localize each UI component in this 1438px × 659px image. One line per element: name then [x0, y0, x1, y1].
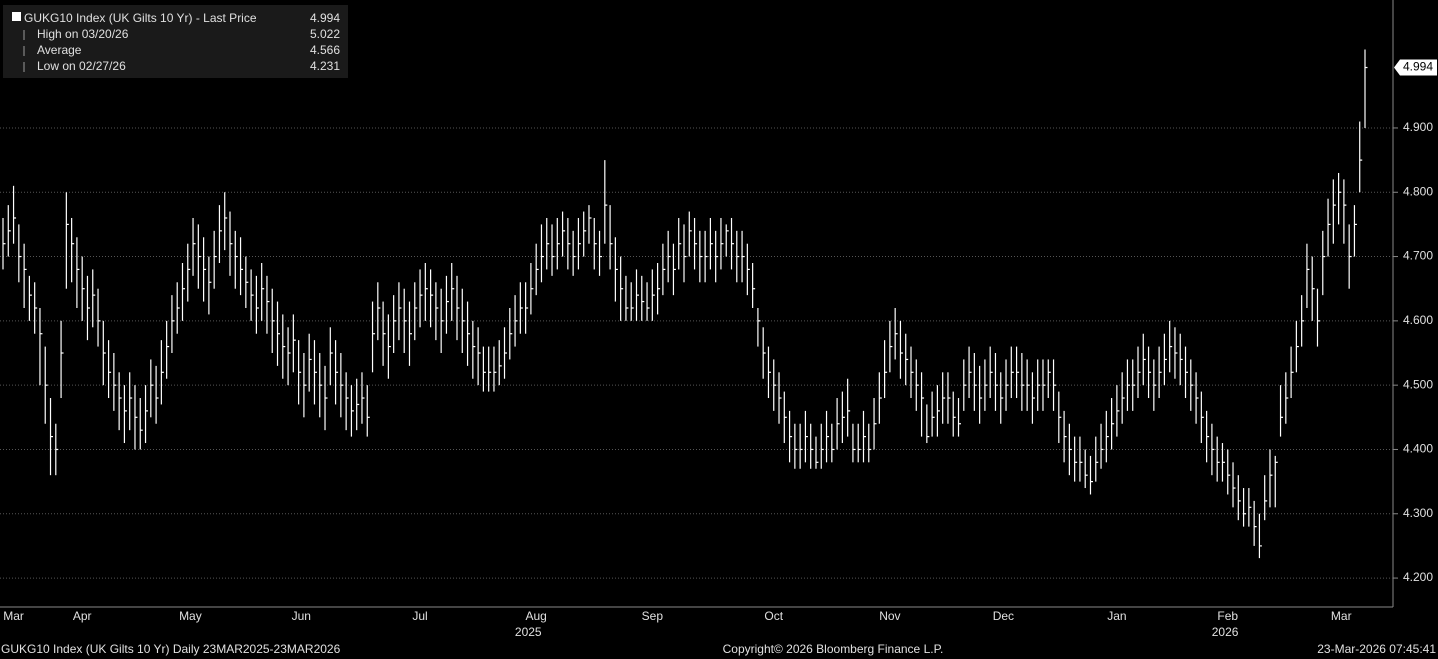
y-tick-label: 4.600 [1403, 313, 1433, 327]
legend-stat-value: 5.022 [310, 27, 340, 41]
legend-stat-label: Low on 02/27/26 [37, 59, 126, 73]
y-tick-label: 4.800 [1403, 184, 1433, 198]
x-tick-label: Feb [1217, 609, 1238, 623]
x-tick-label: Apr [73, 609, 92, 623]
x-tick-label: Mar [1331, 609, 1352, 623]
year-label: 2025 [515, 625, 542, 639]
y-tick-label: 4.900 [1403, 120, 1433, 134]
x-tick-label: Jan [1107, 609, 1126, 623]
last-price-tag [1394, 59, 1437, 76]
legend-last: 4.994 [310, 11, 340, 25]
copyright: Copyright© 2026 Bloomberg Finance L.P. [723, 642, 944, 656]
y-tick-label: 4.500 [1403, 377, 1433, 391]
legend-stat-label: High on 03/20/26 [37, 27, 129, 41]
y-tick-label: 4.400 [1403, 442, 1433, 456]
legend-title: GUKG10 Index (UK Gilts 10 Yr) - Last Pri… [24, 11, 257, 25]
year-label: 2026 [1212, 625, 1239, 639]
legend-stat-value: 4.566 [310, 43, 340, 57]
x-tick-label: Nov [879, 609, 900, 623]
timestamp: 23-Mar-2026 07:45:41 [1317, 642, 1436, 656]
y-tick-label: 4.700 [1403, 249, 1433, 263]
x-tick-label: Mar [3, 609, 24, 623]
x-tick-label: May [179, 609, 202, 623]
footer-left: GUKG10 Index (UK Gilts 10 Yr) Daily 23MA… [1, 642, 341, 656]
legend-stat-label: Average [37, 43, 82, 57]
x-tick-label: Jul [412, 609, 427, 623]
y-tick-label: 4.300 [1403, 506, 1433, 520]
legend-stat-value: 4.231 [310, 59, 340, 73]
legend-box [3, 5, 348, 78]
x-tick-label: Dec [993, 609, 1014, 623]
last-price-label: 4.994 [1403, 60, 1433, 74]
y-tick-label: 4.200 [1403, 570, 1433, 584]
x-tick-label: Jun [292, 609, 311, 623]
x-tick-label: Sep [642, 609, 664, 623]
x-tick-label: Aug [526, 609, 547, 623]
legend-swatch [12, 12, 21, 21]
x-tick-label: Oct [764, 609, 783, 623]
